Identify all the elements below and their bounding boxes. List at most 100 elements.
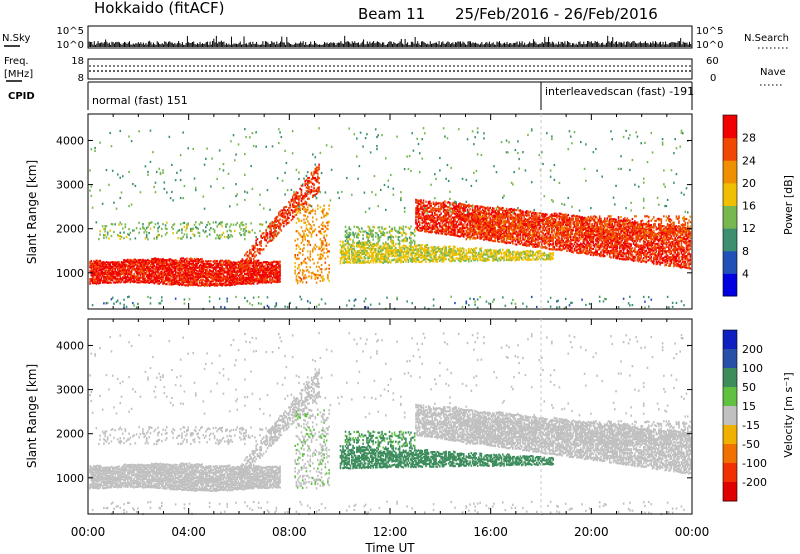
scatter-cell	[474, 230, 476, 233]
scatter-cell	[298, 218, 300, 221]
scatter-cell	[465, 257, 468, 261]
scatter-cell	[184, 229, 187, 232]
scatter-cell	[163, 281, 166, 285]
scatter-cell	[162, 264, 164, 267]
scatter-cell	[434, 203, 436, 206]
scatter-cell	[462, 251, 465, 254]
scatter-cell	[181, 279, 183, 283]
scatter-cell	[275, 235, 278, 238]
scatter-cell	[444, 252, 446, 255]
scatter-cell	[203, 262, 206, 265]
scatter-cell	[435, 250, 437, 253]
scatter-cell	[247, 259, 250, 262]
scatter-cell	[476, 223, 479, 227]
scatter-cell	[435, 258, 437, 261]
scatter-cell	[386, 245, 388, 248]
scatter-cell	[415, 209, 417, 212]
scatter-cell	[460, 260, 463, 263]
scatter-cell	[395, 252, 397, 255]
scatter-cell	[240, 274, 242, 278]
scatter-cell	[118, 223, 120, 226]
scatter-cell	[220, 266, 222, 269]
scatter-cell	[205, 282, 207, 286]
scatter-cell	[528, 251, 531, 254]
scatter-cell	[128, 267, 130, 270]
scatter-cell	[208, 264, 211, 267]
scatter-cell	[397, 236, 400, 239]
scatter-cell	[514, 256, 517, 259]
scatter-cell	[480, 258, 483, 262]
scatter-cell	[421, 229, 424, 232]
scatter-cell	[230, 263, 232, 266]
scatter-cell	[125, 263, 128, 266]
scatter-cell	[462, 211, 465, 214]
scatter-cell	[382, 255, 385, 258]
scatter-cell	[103, 273, 105, 276]
scatter-cell	[104, 275, 106, 279]
scatter-cell	[479, 219, 481, 222]
scatter-cell	[274, 271, 276, 274]
scatter-cell	[261, 262, 264, 265]
scatter-cell	[251, 248, 254, 251]
scatter-cell	[387, 236, 390, 239]
scatter-cell	[363, 249, 366, 252]
scatter-cell	[471, 232, 474, 236]
scatter-cell	[111, 271, 114, 274]
scatter-cell	[358, 227, 361, 231]
scatter-cell	[269, 237, 271, 240]
scatter-cell	[392, 258, 395, 262]
scatter-cell	[357, 260, 359, 263]
scatter-cell	[441, 229, 444, 233]
scatter-cell	[451, 257, 454, 260]
scatter-cell	[123, 272, 125, 275]
scatter-cell	[401, 239, 403, 242]
scatter-cell	[391, 259, 393, 262]
scatter-cell	[129, 274, 132, 277]
scatter-cell	[187, 261, 190, 265]
scatter-cell	[320, 268, 323, 271]
scatter-cell	[447, 213, 450, 216]
scatter-cell	[129, 260, 132, 263]
scatter-cell	[244, 264, 246, 267]
scatter-cell	[251, 229, 254, 232]
scatter-cell	[345, 259, 348, 262]
scatter-cell	[252, 262, 255, 265]
scatter-cell	[408, 244, 411, 248]
scatter-cell	[139, 267, 142, 270]
scatter-cell	[524, 256, 527, 259]
scatter-cell	[296, 217, 299, 220]
scatter-cell	[425, 260, 427, 264]
scatter-cell	[358, 241, 361, 245]
scatter-cell	[211, 264, 213, 267]
scatter-cell	[391, 249, 393, 252]
scatter-cell	[218, 272, 221, 275]
scatter-cell	[364, 247, 367, 250]
scatter-cell	[444, 215, 446, 218]
scatter-cell	[548, 252, 551, 255]
scatter-cell	[410, 246, 412, 249]
scatter-cell	[456, 228, 459, 231]
scatter-cell	[452, 247, 455, 250]
scatter-cell	[288, 200, 290, 204]
scatter-cell	[119, 281, 122, 284]
scatter-cell	[476, 207, 479, 210]
scatter-cell	[452, 233, 455, 236]
scatter-cell	[255, 280, 257, 283]
scatter-cell	[393, 254, 396, 258]
scatter-cell	[462, 203, 465, 206]
scatter-cell	[449, 207, 451, 210]
scatter-cell	[148, 231, 150, 235]
scatter-cell	[93, 262, 95, 265]
scatter-cell	[218, 234, 221, 237]
scatter-cell	[169, 278, 172, 281]
cpid-mode-2: interleavedscan (fast) -191	[545, 85, 694, 98]
scatter-cell	[485, 221, 488, 224]
scatter-cell	[310, 210, 313, 213]
scatter-cell	[111, 265, 114, 269]
scatter-cell	[148, 275, 150, 278]
scatter-cell	[207, 273, 210, 276]
scatter-cell	[440, 258, 442, 261]
scatter-cell	[320, 227, 323, 231]
scatter-cell	[397, 260, 400, 263]
scatter-cell	[436, 229, 439, 232]
